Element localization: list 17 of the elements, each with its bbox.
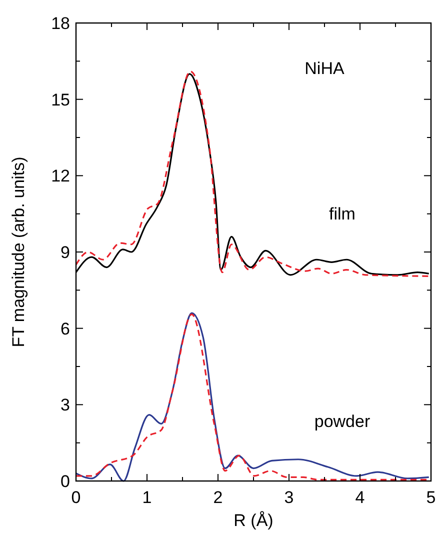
y-tick-label: 15	[51, 90, 70, 110]
y-tick-label: 6	[60, 319, 70, 338]
x-tick-label: 5	[426, 488, 436, 507]
x-tick-label: 1	[142, 488, 152, 507]
text: NiHA	[304, 58, 345, 78]
y-axis-title: FT magnitude (arb. units)	[9, 156, 28, 348]
x-tick-label: 4	[355, 488, 365, 507]
y-tick-label: 9	[60, 243, 70, 262]
text: film	[329, 204, 356, 224]
y-tick-label: 18	[51, 14, 70, 33]
x-tick-label: 3	[284, 488, 294, 507]
y-tick-label: 0	[60, 472, 70, 491]
x-tick-label: 2	[213, 488, 223, 507]
y-tick-label: 12	[51, 166, 70, 186]
y-tick-label: 3	[60, 396, 70, 415]
series-label: powder	[314, 412, 370, 432]
x-axis-title: R (Å)	[234, 511, 274, 530]
